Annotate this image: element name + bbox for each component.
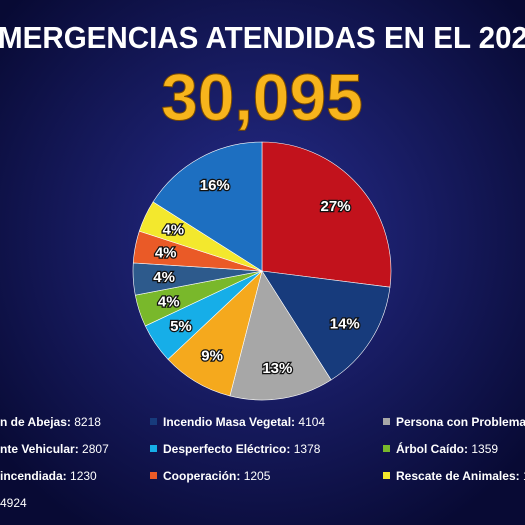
legend-swatch [150, 445, 157, 452]
legend-swatch [150, 418, 157, 425]
slice-label: 4% [162, 221, 184, 238]
slice-label: 14% [330, 316, 360, 333]
legend-entry: Incendio Masa Vegetal: 4104 [163, 415, 325, 429]
slice-label: 27% [321, 198, 351, 215]
legend-count: 4104 [298, 415, 325, 429]
slice-label: 4% [158, 293, 180, 310]
slice-label: 5% [170, 318, 192, 335]
legend-label: Persona con Problemas de S [396, 415, 525, 429]
legend-count: 1205 [244, 469, 271, 483]
legend-entry: nte Vehicular: 2807 [0, 442, 109, 456]
legend-count: 8218 [74, 415, 101, 429]
legend-label: Árbol Caído: [396, 441, 468, 456]
slice-label: 4% [155, 245, 177, 262]
legend-label: incendiada: [0, 469, 67, 483]
legend-count: 1230 [70, 469, 97, 483]
legend-entry: Rescate de Animales: 10 [396, 469, 525, 483]
legend-label: n de Abejas: [0, 415, 71, 429]
legend-swatch [383, 418, 390, 425]
pie-slice [152, 141, 263, 272]
legend-label: Incendio Masa Vegetal: [163, 415, 295, 429]
slice-label: 16% [200, 177, 230, 194]
legend-count: 10 [523, 469, 525, 483]
legend: n de Abejas: 8218 Incendio Masa Vegetal: … [0, 415, 525, 510]
legend-entry: 4924 [0, 496, 27, 510]
legend-entry: n de Abejas: 8218 [0, 415, 101, 429]
pie-slice [229, 270, 332, 401]
slice-label: 13% [262, 360, 292, 377]
total: 30,095 [161, 60, 363, 134]
slice-label: 4% [153, 269, 175, 286]
legend-label: Cooperación: [163, 469, 240, 483]
chart-title: MERGENCIAS ATENDIDAS EN EL 202 [0, 20, 525, 55]
legend-entry: Persona con Problemas de S [396, 415, 525, 429]
legend-count: 4924 [0, 496, 27, 510]
legend-count: 2807 [82, 442, 109, 456]
legend-count: 1378 [294, 442, 321, 456]
legend-entry: Árbol Caído: 1359 [396, 441, 498, 456]
legend-swatch [150, 472, 157, 479]
legend-count: 1359 [471, 442, 498, 456]
legend-label: Desperfecto Eléctrico: [163, 442, 290, 456]
legend-entry: Cooperación: 1205 [163, 469, 271, 483]
legend-swatch [383, 472, 390, 479]
pie-slice [261, 141, 392, 288]
legend-entry: Desperfecto Eléctrico: 1378 [163, 442, 321, 456]
legend-label: nte Vehicular: [0, 442, 79, 456]
legend-label: Rescate de Animales: [396, 469, 520, 483]
legend-entry: incendiada: 1230 [0, 469, 97, 483]
slice-label: 9% [201, 347, 223, 364]
pie: 27% 14% 13% 9% 5% 4% 4% 4% 4% 16% [132, 141, 392, 401]
pie-slice [261, 270, 391, 381]
legend-swatch [383, 445, 390, 452]
